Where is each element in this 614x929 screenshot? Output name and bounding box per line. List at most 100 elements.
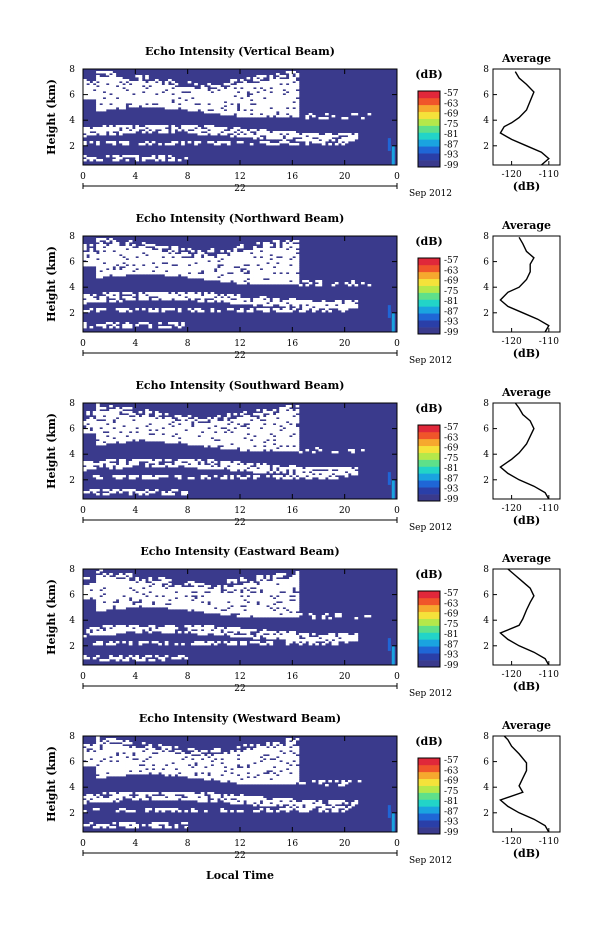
avg-y-tick-label: 4 [483,450,489,460]
colorbar-swatch [418,813,440,821]
colorbar-frame [417,90,441,168]
colorbar-swatch [418,306,440,314]
colorbar-swatch [418,292,440,300]
panel-5 [82,735,561,856]
colorbar-swatch [418,132,440,140]
colorbar-swatch [418,264,440,273]
y-tick-label: 8 [69,565,75,575]
colorbar-swatch [418,820,440,828]
x-tick-label: 16 [287,839,299,849]
colorbar-swatch [418,452,440,460]
avg-y-tick-label: 6 [483,425,489,435]
date-label: Sep 2012 [409,523,452,533]
date-label: Sep 2012 [409,689,452,699]
panel-1 [82,68,561,189]
colorbar-tick-label: -93 [444,151,459,161]
colorbar-swatch [418,785,440,793]
colorbar-tick-label: -57 [444,589,459,599]
colorbar-tick-label: -81 [444,464,459,474]
no-data-regions [83,403,365,496]
x-tick-label: 8 [185,172,191,182]
avg-x-axis-label: (dB) [513,514,540,527]
colorbar-tick-label: -99 [444,661,459,671]
no-data-regions [83,238,372,329]
x-tick-label: 0 [80,339,86,349]
y-tick-label: 2 [69,142,75,152]
colorbar-swatch [418,792,440,800]
avg-title: Average [501,386,551,399]
panel-title: Echo Intensity (Vertical Beam) [145,45,335,58]
colorbar-swatch [418,604,440,613]
colorbar-unit: (dB) [415,68,442,81]
colorbar-swatch [418,758,440,766]
x-tick-label: 20 [339,339,351,349]
colorbar-tick-label: -93 [444,818,459,828]
avg-y-tick-label: 6 [483,758,489,768]
avg-x-axis-label: (dB) [513,847,540,860]
date-label: Sep 2012 [409,856,452,866]
y-tick-label: 6 [69,91,75,101]
colorbar-swatch [418,139,440,147]
day-label: 22 [234,684,245,694]
day-label: 22 [234,351,245,361]
colorbar-swatch [418,778,440,786]
y-tick-label: 8 [69,399,75,409]
colorbar-swatch [418,618,440,626]
colorbar-tick-label: -87 [444,474,459,484]
avg-x-tick-label: -110 [539,504,559,514]
colorbar-tick-label: -81 [444,130,459,140]
colorbar-swatch [418,438,440,447]
colorbar-swatch [418,278,440,286]
avg-y-tick-label: 4 [483,116,489,126]
strong-echo [391,812,395,832]
x-tick-label: 12 [234,672,245,682]
x-tick-label: 12 [234,339,245,349]
strong-echo [391,312,395,332]
x-tick-label: 0 [394,506,400,516]
x-tick-label: 8 [185,506,191,516]
avg-frame [492,735,561,833]
x-tick-label: 8 [185,839,191,849]
day-label: 22 [234,518,245,528]
colorbar-unit: (dB) [415,402,442,415]
colorbar-tick-label: -75 [444,287,459,297]
avg-x-tick-label: -110 [539,670,559,680]
colorbar-tick-label: -81 [444,630,459,640]
panel-title: Echo Intensity (Northward Beam) [136,212,345,225]
avg-y-tick-label: 6 [483,91,489,101]
x-tick-label: 4 [132,172,138,182]
colorbar-swatch [418,646,440,654]
strong-echo [387,305,391,318]
colorbar-tick-label: -93 [444,318,459,328]
avg-x-tick-label: -120 [501,837,521,847]
y-tick-label: 8 [69,732,75,742]
colorbar-swatch [418,799,440,807]
avg-y-tick-label: 4 [483,783,489,793]
colorbar-tick-label: -93 [444,651,459,661]
colorbar-swatch [418,660,440,668]
avg-y-tick-label: 2 [483,142,489,152]
y-tick-label: 4 [69,283,75,293]
avg-y-tick-label: 8 [483,732,489,742]
x-tick-label: 0 [80,506,86,516]
avg-profile-line [499,71,550,166]
x-tick-label: 12 [234,172,245,182]
colorbar-tick-label: -63 [444,599,459,609]
avg-frame [492,568,561,666]
colorbar-tick-label: -75 [444,620,459,630]
x-tick-label: 20 [339,672,351,682]
colorbar-swatch [418,459,440,467]
colorbar-swatch [418,445,440,453]
colorbar-unit: (dB) [415,568,442,581]
avg-x-tick-label: -120 [501,337,521,347]
avg-y-tick-label: 2 [483,642,489,652]
colorbar-swatch [418,827,440,835]
colorbar-swatch [418,104,440,113]
y-tick-label: 6 [69,591,75,601]
colorbar-swatch [418,425,440,433]
x-tick-label: 20 [339,839,351,849]
colorbar-tick-label: -87 [444,140,459,150]
colorbar-swatch [418,806,440,814]
avg-y-tick-label: 6 [483,258,489,268]
